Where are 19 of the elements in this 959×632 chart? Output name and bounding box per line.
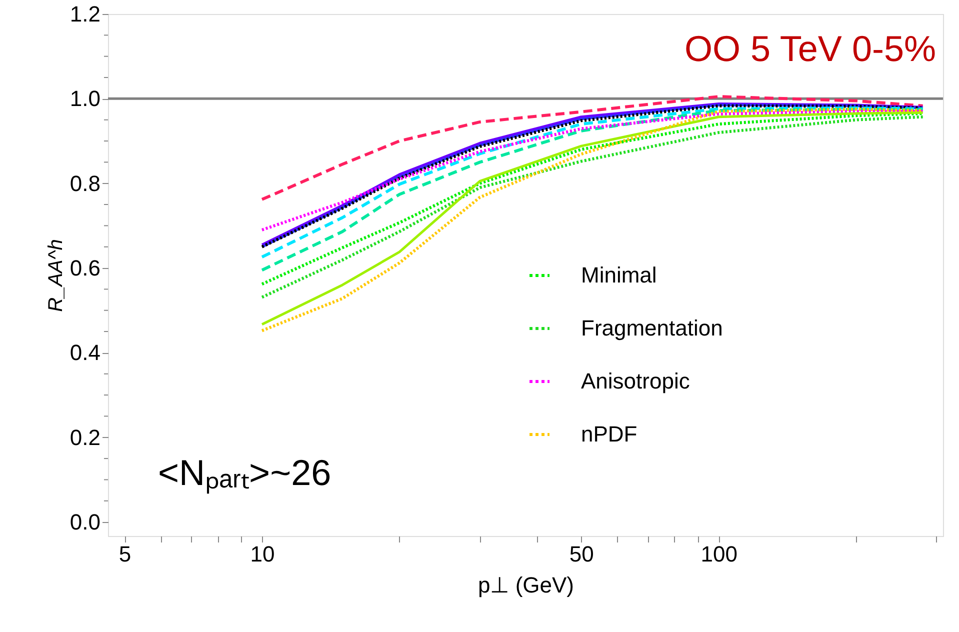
legend-label: Anisotropic xyxy=(581,368,690,394)
annotation: OO 5 TeV 0-5% xyxy=(684,28,936,69)
x-tick-label: 5 xyxy=(118,542,132,566)
x-tick-label: 10 xyxy=(250,542,275,566)
y-tick-label: 0.2 xyxy=(70,424,100,450)
legend-label: nPDF xyxy=(581,422,638,446)
x-tick-label: 50 xyxy=(569,542,594,566)
y-tick-label: 1.0 xyxy=(70,86,100,112)
x-tick-label: 100 xyxy=(700,542,738,566)
y-tick-label: 0.4 xyxy=(70,340,100,366)
annotation: <Nₚₐᵣₜ>~26 xyxy=(158,452,332,494)
y-axis-title: R_AA^h xyxy=(44,239,67,312)
y-tick-label: 0.6 xyxy=(70,256,100,281)
x-axis-title: p⊥ (GeV) xyxy=(478,572,574,598)
y-tick-label: 0.8 xyxy=(70,170,100,196)
legend-label: Fragmentation xyxy=(581,316,723,340)
y-tick-label: 1.2 xyxy=(70,2,100,26)
legend-label: Minimal xyxy=(581,262,657,288)
y-tick-label: 0.0 xyxy=(70,510,100,535)
